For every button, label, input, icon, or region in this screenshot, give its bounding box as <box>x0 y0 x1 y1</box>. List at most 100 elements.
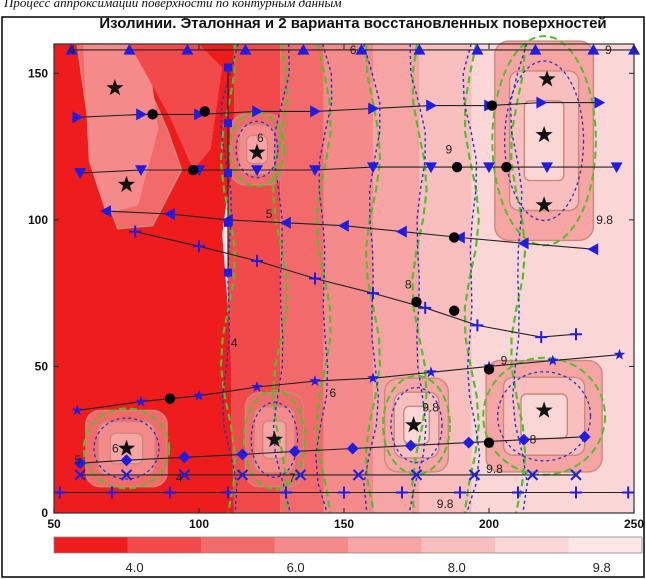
y-tick-label-1: 0 <box>41 506 48 520</box>
contour-line-green-5 <box>411 43 428 514</box>
profile-9-marker-5 <box>280 486 292 499</box>
profile-9-marker-1 <box>53 486 66 499</box>
profile-8-marker-1 <box>74 469 86 481</box>
x-tick-label-2: 100 <box>189 517 209 531</box>
island-contour-green-5 <box>242 389 306 490</box>
profile-1-marker-9 <box>529 43 542 55</box>
figure-border <box>1 16 645 578</box>
profile-3-marker-7 <box>425 162 437 174</box>
profile-2-marker-2 <box>136 108 147 121</box>
profile-2-marker-10 <box>594 96 606 109</box>
maximum-star-1 <box>106 79 124 96</box>
maximum-star-7 <box>117 439 136 456</box>
maxima-markers-layer <box>106 70 556 456</box>
colorbar-swatch-1 <box>54 537 128 553</box>
profile-7-marker-9 <box>517 433 530 446</box>
maximum-star-9 <box>405 416 423 433</box>
island-contour-blue-1 <box>504 60 585 222</box>
control-point-3 <box>188 164 199 176</box>
control-point-8 <box>411 296 422 308</box>
contour-label-19: 9.8 <box>437 497 454 511</box>
maximum-star-10 <box>535 401 553 418</box>
colorbar-tick-1: 4.0 <box>126 560 144 575</box>
profile-line-7 <box>80 436 585 464</box>
profile-9-marker-4 <box>222 486 234 499</box>
contour-label-6: 5 <box>266 207 273 221</box>
profile-9-marker-10 <box>570 486 582 499</box>
contour-line-green-2 <box>271 43 289 514</box>
control-point-7 <box>449 232 460 243</box>
contour-label-3: 9 <box>605 43 612 57</box>
contour-band-4 <box>323 44 373 513</box>
profile-3-marker-10 <box>610 162 623 174</box>
profile-1-marker-7 <box>413 43 426 55</box>
profile-4-marker-9 <box>587 243 599 256</box>
profile-5-marker-2 <box>193 240 205 253</box>
island-contour-green-6 <box>228 111 286 188</box>
contour-line-blue-1 <box>220 43 239 514</box>
control-point-9 <box>449 305 460 316</box>
control-point-6 <box>501 161 512 173</box>
profile-1-marker-8 <box>471 43 484 55</box>
profile-5-marker-9 <box>570 328 582 341</box>
contour-label-7: 9.8 <box>596 213 613 227</box>
y-tick-label-2: 50 <box>35 359 49 373</box>
profile-2-marker-7 <box>426 99 437 112</box>
profile-3-marker-9 <box>541 162 553 174</box>
colorbar-swatch-6 <box>421 537 496 553</box>
contour-label-13: 6 <box>112 442 119 456</box>
profile-1-marker-3 <box>181 43 194 55</box>
profile-5-marker-7 <box>471 319 484 332</box>
contour-label-14: 5 <box>74 453 81 467</box>
profile-2-marker-1 <box>72 111 84 124</box>
profile-7-marker-5 <box>288 445 301 458</box>
colorbar-swatch-5 <box>348 537 422 553</box>
ridge-band-c <box>129 44 223 170</box>
profile-4-marker-1 <box>100 205 111 218</box>
profile-6-marker-3 <box>193 389 205 401</box>
maximum-star-6 <box>535 196 553 213</box>
profile-3-marker-6 <box>367 162 379 174</box>
control-point-11 <box>483 364 495 375</box>
contour-label-8: 8 <box>405 277 412 291</box>
control-points-layer <box>147 100 512 448</box>
x-tick-label-3: 150 <box>334 517 354 531</box>
maximum-star-8 <box>265 430 283 447</box>
profile-6-marker-5 <box>309 375 321 386</box>
profile-8 <box>74 469 582 481</box>
y-tick-label-4: 150 <box>28 66 48 80</box>
island-contour-blue-3 <box>497 371 592 462</box>
contour-line-green-4 <box>364 43 382 514</box>
profile-line-3 <box>80 166 617 174</box>
profile-1 <box>65 43 640 55</box>
profile-3-marker-8 <box>483 162 495 174</box>
control-point-4 <box>486 100 498 111</box>
contour-line-blue-2 <box>272 43 291 514</box>
profile-8-marker-4 <box>236 469 249 481</box>
profile-3-marker-4 <box>251 165 263 177</box>
profile-7-marker-2 <box>120 454 133 467</box>
profile-1-marker-5 <box>297 43 310 55</box>
colorbar-swatch-3 <box>201 537 275 553</box>
x-tick-label-4: 200 <box>479 517 499 531</box>
profile-8-marker-8 <box>468 469 481 481</box>
colorbar-frame <box>53 536 643 554</box>
contour-label-10: 9 <box>501 354 508 368</box>
profile-2-marker-5 <box>310 105 321 118</box>
profile-5-marker-1 <box>129 225 142 238</box>
profile-9 <box>53 486 635 499</box>
profile-5-marker-5 <box>367 287 379 300</box>
caption-text: Процесс аппроксимации поверхности по кон… <box>4 0 342 10</box>
maximum-star-3 <box>248 143 266 160</box>
profile-1-marker-6 <box>355 43 368 55</box>
colorbar-tick-2: 6.0 <box>287 560 305 575</box>
contour-fill-layer <box>54 40 634 513</box>
profile-7-marker-10 <box>578 430 591 443</box>
profile-6-marker-7 <box>425 366 437 378</box>
colorbar-swatch-2 <box>127 537 202 553</box>
profile-3-marker-5 <box>309 165 321 177</box>
profile-9-marker-6 <box>338 486 350 499</box>
contour-label-2: 6 <box>350 43 357 57</box>
